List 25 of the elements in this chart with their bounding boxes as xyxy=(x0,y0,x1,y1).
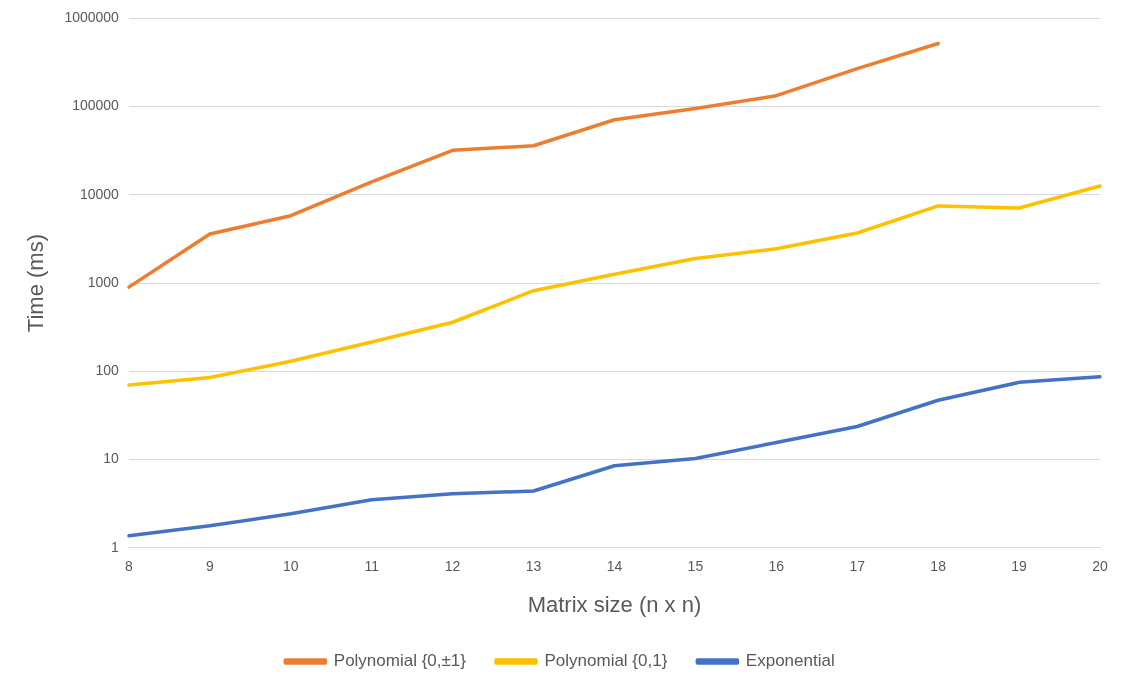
x-tick-label: 18 xyxy=(930,558,947,575)
x-tick-label: 13 xyxy=(525,558,542,575)
x-tick-label: 15 xyxy=(687,558,704,575)
x-tick-label: 8 xyxy=(125,558,133,575)
x-tick-label: 16 xyxy=(768,558,785,575)
x-tick-label: 10 xyxy=(282,558,299,575)
x-tick-label: 14 xyxy=(606,558,623,575)
legend-label: Polynomial {0,1} xyxy=(544,651,668,671)
y-tick-label: 1000 xyxy=(87,273,120,290)
x-axis-title: Matrix size (n x n) xyxy=(527,591,702,617)
legend-label: Exponential xyxy=(745,651,835,671)
y-tick-label: 100000 xyxy=(72,97,120,114)
x-tick-label: 20 xyxy=(1092,558,1108,575)
x-tick-label: 12 xyxy=(444,558,461,575)
x-tick-label: 17 xyxy=(849,558,866,575)
y-tick-label: 10000 xyxy=(79,185,120,202)
y-tick-label: 1 xyxy=(111,538,120,555)
x-tick-label: 9 xyxy=(205,558,214,575)
x-tick-label: 11 xyxy=(364,558,380,575)
y-axis-title: Time (ms) xyxy=(23,234,49,333)
y-tick-label: 100 xyxy=(95,362,120,379)
y-tick-label: 1000000 xyxy=(64,9,120,26)
x-tick-label: 19 xyxy=(1011,558,1028,575)
y-tick-label: 10 xyxy=(103,450,120,467)
legend-label: Polynomial {0,±1} xyxy=(333,651,467,671)
